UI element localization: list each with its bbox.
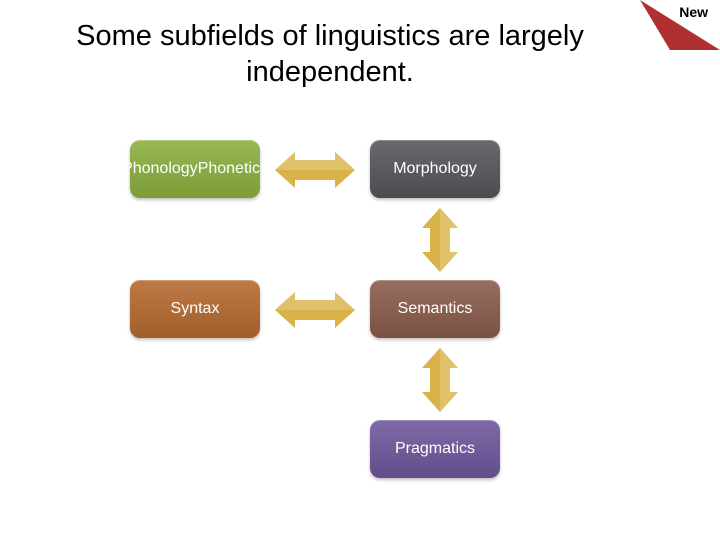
node-pragmatics: Pragmatics	[370, 420, 500, 478]
arrow-h-2	[275, 290, 355, 335]
arrow-v-1	[420, 208, 460, 277]
node-semantics: Semantics	[370, 280, 500, 338]
linguistics-diagram: PhonologyPhonetics Morphology Syntax Sem…	[0, 0, 720, 540]
node-syntax: Syntax	[130, 280, 260, 338]
node-morphology: Morphology	[370, 140, 500, 198]
arrow-v-2	[420, 348, 460, 417]
node-phonology: PhonologyPhonetics	[130, 140, 260, 198]
arrow-h-1	[275, 150, 355, 195]
